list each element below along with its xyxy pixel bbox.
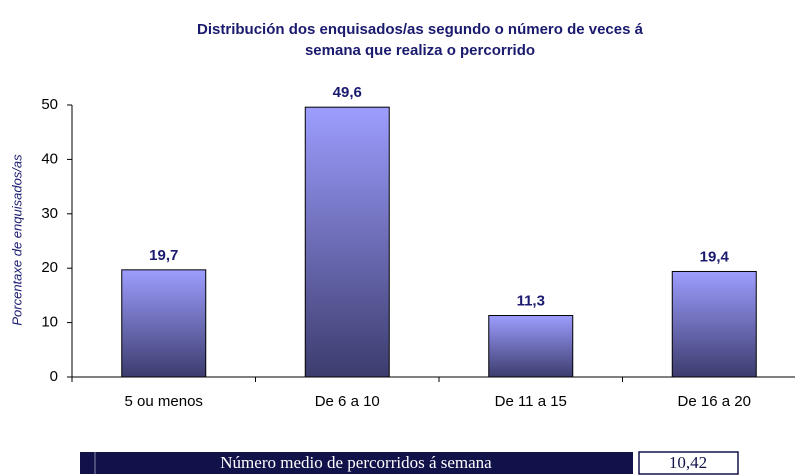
x-tick-label: De 11 a 15 xyxy=(495,393,567,410)
summary-value: 10,42 xyxy=(669,453,707,472)
summary-label-box xyxy=(80,452,633,474)
bar xyxy=(121,269,207,378)
y-tick-label: 40 xyxy=(41,150,58,167)
bar xyxy=(488,315,574,378)
x-tick-label: De 16 a 20 xyxy=(678,393,751,410)
value-label: 19,4 xyxy=(700,248,730,265)
y-tick-label: 30 xyxy=(41,205,58,222)
value-label: 11,3 xyxy=(517,292,545,309)
summary-value-box xyxy=(638,451,739,475)
y-axis-label: Porcentaxe de enquisados/as xyxy=(9,154,24,326)
bar xyxy=(671,270,757,378)
value-label: 49,6 xyxy=(333,84,362,101)
y-tick-label: 0 xyxy=(50,368,58,385)
bar xyxy=(304,106,390,378)
y-tick-label: 20 xyxy=(41,259,58,276)
x-tick-label: De 6 a 10 xyxy=(315,393,380,410)
chart-title: semana que realiza o percorrido xyxy=(305,42,535,59)
y-tick-label: 10 xyxy=(41,314,58,331)
summary-label: Número medio de percorridos á semana xyxy=(220,453,492,472)
chart-title: Distribución dos enquisados/as segundo o… xyxy=(197,21,644,38)
x-tick-label: 5 ou menos xyxy=(125,393,203,410)
y-tick-label: 50 xyxy=(41,96,58,113)
value-label: 19,7 xyxy=(149,247,178,264)
